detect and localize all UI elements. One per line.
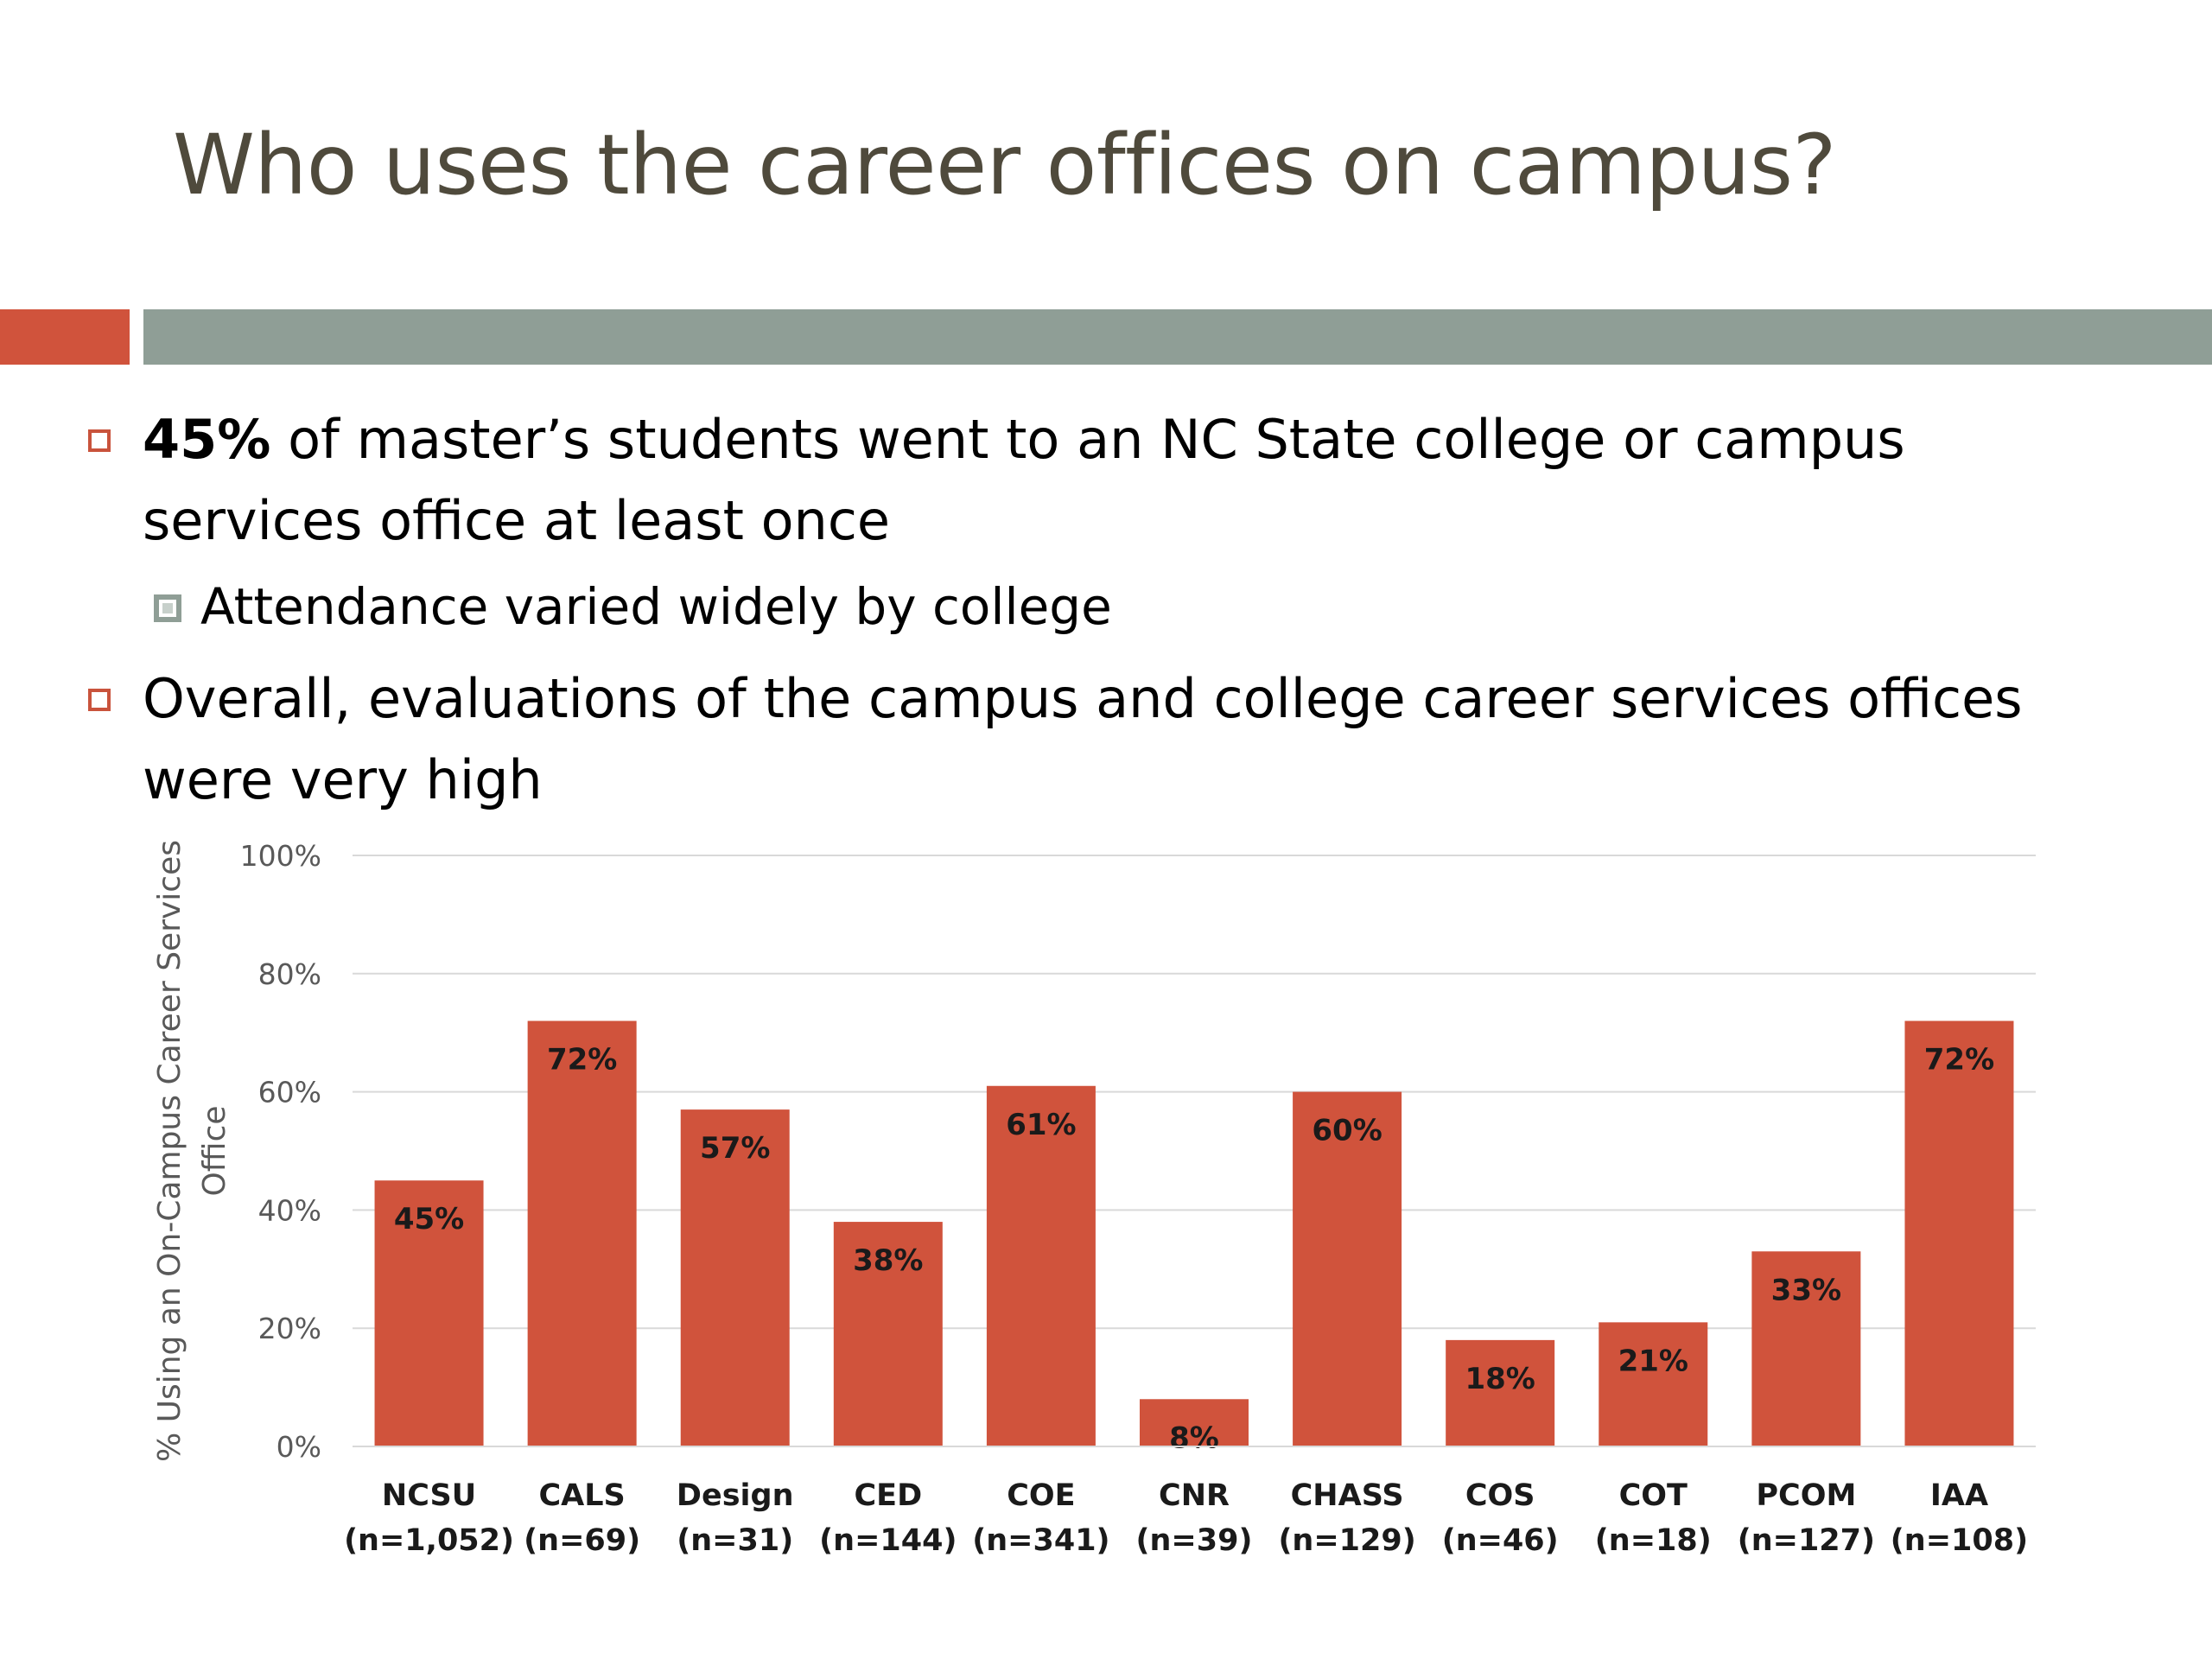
bar — [986, 1085, 1096, 1446]
x-tick-sublabel: (n=46) — [1442, 1523, 1559, 1558]
data-label: 60% — [1312, 1114, 1382, 1148]
x-tick-sublabel: (n=341) — [972, 1523, 1109, 1558]
y-tick-label: 0% — [276, 1430, 321, 1464]
data-label: 18% — [1465, 1362, 1535, 1396]
x-tick-label: COE — [1007, 1478, 1075, 1513]
bullet-1-bold: 45% — [143, 408, 271, 471]
x-tick-label: CNR — [1159, 1478, 1230, 1513]
data-label: 8% — [1169, 1421, 1219, 1455]
y-tick-label: 20% — [258, 1312, 321, 1345]
x-tick-label: CHASS — [1291, 1478, 1404, 1513]
x-tick-label: PCOM — [1756, 1478, 1856, 1513]
bar — [1446, 1339, 1555, 1446]
x-tick-sublabel: (n=129) — [1278, 1523, 1415, 1558]
bullet-1-sub: Attendance varied widely by college — [200, 577, 1112, 636]
data-label: 61% — [1006, 1108, 1076, 1142]
data-label: 72% — [547, 1043, 617, 1077]
data-label: 21% — [1618, 1344, 1688, 1378]
data-label: 38% — [853, 1243, 923, 1278]
data-label: 33% — [1771, 1273, 1841, 1307]
bar — [1751, 1251, 1861, 1446]
x-tick-label: NCSU — [382, 1478, 476, 1513]
bar-chart: 0% 20% 40% 60% 80% 100% % Using an On-Campus C… — [152, 839, 2036, 1558]
bullet-1: 45% of master’s students went to an NC S… — [143, 399, 1905, 562]
bar — [680, 1109, 790, 1446]
x-tick-label: COS — [1465, 1478, 1535, 1513]
x-tick-sublabel: (n=1,052) — [344, 1523, 514, 1558]
x-tick-sublabel: (n=69) — [524, 1523, 640, 1558]
square-bullet-icon — [88, 689, 111, 711]
bar — [374, 1180, 484, 1446]
x-tick-label: IAA — [1930, 1478, 1988, 1513]
bullet-2-line1: Overall, evaluations of the campus and c… — [143, 667, 2023, 730]
bullet-2: Overall, evaluations of the campus and c… — [143, 658, 2023, 821]
title-rule-bar — [143, 309, 2212, 365]
bar — [1293, 1091, 1402, 1446]
x-tick-sublabel: (n=108) — [1891, 1523, 2028, 1558]
slide-title: Who uses the career offices on campus? — [173, 117, 1836, 213]
x-tick-sublabel: (n=39) — [1136, 1523, 1253, 1558]
y-axis-label: Office — [197, 1105, 232, 1196]
bar — [1904, 1020, 2014, 1446]
x-tick-label: Design — [677, 1478, 794, 1513]
y-axis-label: % Using an On-Campus Career Services — [152, 840, 188, 1462]
x-tick-sublabel: (n=144) — [819, 1523, 957, 1558]
x-tick-label: CED — [854, 1478, 922, 1513]
sub-bullet-icon — [154, 594, 181, 622]
square-bullet-icon — [88, 429, 111, 452]
y-tick-label: 40% — [258, 1193, 321, 1227]
x-tick-sublabel: (n=31) — [677, 1523, 793, 1558]
data-label: 57% — [700, 1131, 770, 1166]
data-label: 72% — [1924, 1043, 1994, 1077]
y-tick-label: 60% — [258, 1076, 321, 1109]
x-tick-label: COT — [1619, 1478, 1688, 1513]
x-tick-sublabel: (n=127) — [1738, 1523, 1875, 1558]
bar — [527, 1020, 637, 1446]
bar — [833, 1222, 943, 1446]
y-tick-label: 100% — [240, 839, 321, 873]
data-label: 45% — [394, 1202, 464, 1236]
bullet-1-line1: of master’s students went to an NC State… — [270, 408, 1905, 471]
bar — [1140, 1399, 1249, 1446]
bar — [1599, 1322, 1708, 1446]
bullet-1-line2: services office at least once — [143, 489, 891, 552]
title-accent-bar — [0, 309, 130, 365]
y-tick-label: 80% — [258, 957, 321, 991]
x-tick-sublabel: (n=18) — [1595, 1523, 1712, 1558]
bullet-2-line2: were very high — [143, 748, 543, 811]
x-tick-label: CALS — [538, 1478, 625, 1513]
